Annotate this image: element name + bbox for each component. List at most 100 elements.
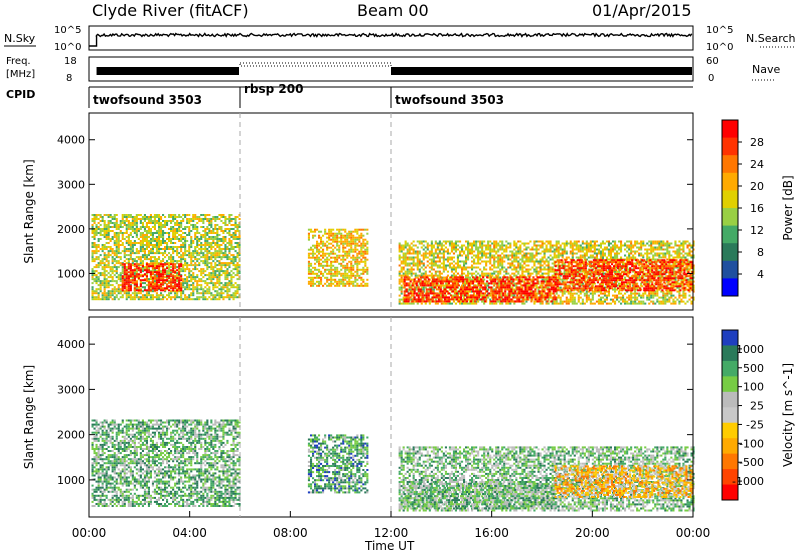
heatmap-cell	[166, 248, 169, 250]
heatmap-cell	[115, 276, 118, 279]
heatmap-cell	[198, 296, 201, 299]
heatmap-cell	[125, 230, 128, 232]
heatmap-cell	[312, 248, 315, 251]
heatmap-cell	[456, 282, 459, 285]
heatmap-cell	[509, 258, 512, 261]
heatmap-cell	[174, 242, 177, 244]
heatmap-cell	[236, 246, 239, 248]
heatmap-cell	[352, 230, 355, 233]
heatmap-cell	[366, 266, 369, 269]
heatmap-cell	[452, 260, 455, 263]
heatmap-cell	[342, 276, 345, 279]
heatmap-cell	[127, 222, 130, 224]
heatmap-cell	[172, 277, 175, 280]
heatmap-cell	[224, 220, 227, 222]
heatmap-cell	[336, 236, 339, 239]
heatmap-cell	[147, 216, 150, 218]
heatmap-cell	[139, 282, 142, 285]
heatmap-cell	[336, 284, 339, 287]
heatmap-cell	[322, 240, 325, 243]
heatmap-cell	[153, 214, 156, 216]
heatmap-cell	[147, 240, 150, 242]
heatmap-cell	[190, 246, 193, 248]
heatmap-cell	[330, 284, 333, 287]
heatmap-cell	[450, 262, 453, 265]
heatmap-cell	[557, 294, 560, 297]
heatmap-cell	[125, 271, 128, 274]
heatmap-cell	[129, 279, 132, 282]
heatmap-cell	[145, 275, 148, 278]
heatmap-cell	[107, 236, 110, 238]
heatmap-cell	[158, 228, 161, 230]
heatmap-cell	[123, 254, 126, 257]
heatmap-cell	[547, 274, 550, 277]
heatmap-cell	[198, 240, 201, 242]
heatmap-cell	[400, 260, 403, 263]
heatmap-cell	[234, 224, 237, 226]
heatmap-cell	[545, 272, 548, 275]
heatmap-cell	[519, 262, 522, 265]
heatmap-cell	[133, 272, 136, 275]
heatmap-cell	[459, 300, 462, 303]
heatmap-cell	[196, 230, 199, 232]
heatmap-cell	[109, 226, 112, 228]
heatmap-cell	[226, 232, 229, 234]
heatmap-cell	[182, 254, 185, 257]
heatmap-cell	[479, 252, 482, 255]
heatmap-cell	[585, 242, 588, 245]
heatmap-cell	[571, 256, 574, 259]
heatmap-cell	[358, 260, 361, 263]
heatmap-cell	[129, 298, 132, 301]
heatmap-cell	[228, 238, 231, 240]
heatmap-cell	[129, 226, 132, 228]
heatmap-cell	[91, 296, 94, 299]
heatmap-cell	[340, 282, 343, 285]
heatmap-cell	[164, 279, 167, 282]
heatmap-cell	[220, 270, 223, 273]
heatmap-cell	[210, 276, 213, 279]
heatmap-cell	[340, 236, 343, 239]
heatmap-cell	[95, 266, 98, 269]
heatmap-cell	[127, 254, 130, 257]
heatmap-cell	[184, 216, 187, 218]
heatmap-cell	[442, 284, 445, 287]
heatmap-cell	[160, 294, 163, 297]
heatmap-cell	[224, 276, 227, 279]
heatmap-cell	[206, 238, 209, 240]
heatmap-cell	[489, 246, 492, 249]
heatmap-cell	[105, 296, 108, 299]
heatmap-cell	[121, 296, 124, 299]
heatmap-cell	[236, 290, 239, 293]
heatmap-cell	[533, 270, 536, 273]
heatmap-cell	[208, 230, 211, 232]
heatmap-cell	[155, 279, 158, 282]
heatmap-cell	[428, 244, 431, 247]
heatmap-cell	[105, 282, 108, 285]
heatmap-cell	[352, 264, 355, 267]
heatmap-cell	[410, 266, 413, 269]
heatmap-cell	[160, 263, 163, 266]
heatmap-cell	[135, 281, 138, 284]
heatmap-cell	[129, 267, 132, 270]
heatmap-cell	[238, 264, 241, 267]
heatmap-cell	[91, 246, 94, 248]
heatmap-cell	[489, 260, 492, 263]
heatmap-cell	[362, 240, 365, 243]
heatmap-cell	[178, 228, 181, 230]
heatmap-cell	[210, 254, 213, 257]
heatmap-cell	[127, 236, 130, 238]
heatmap-cell	[549, 254, 552, 257]
heatmap-cell	[326, 262, 329, 265]
heatmap-cell	[220, 282, 223, 285]
heatmap-cell	[585, 294, 588, 297]
heatmap-cell	[236, 226, 239, 228]
heatmap-cell	[362, 278, 365, 281]
heatmap-cell	[158, 277, 161, 280]
heatmap-cell	[585, 240, 588, 243]
heatmap-cell	[553, 244, 556, 247]
heatmap-cell	[99, 214, 102, 216]
heatmap-cell	[559, 252, 562, 255]
heatmap-cell	[485, 282, 488, 285]
heatmap-cell	[236, 292, 239, 295]
heatmap-cell	[448, 266, 451, 269]
